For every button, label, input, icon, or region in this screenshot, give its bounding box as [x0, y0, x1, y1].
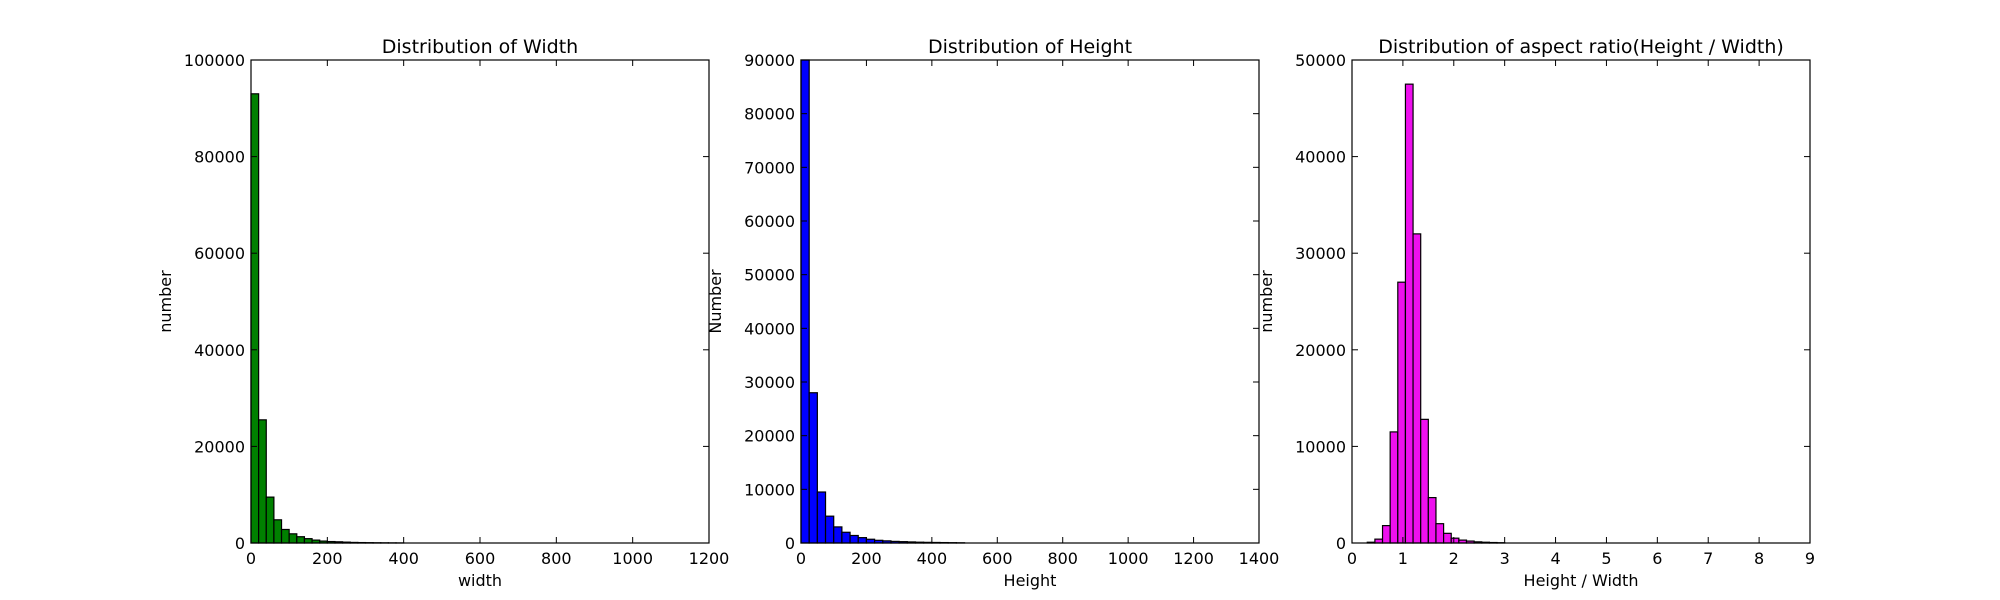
- x-tick-label: 2: [1449, 549, 1459, 568]
- y-tick-label: 40000: [1295, 148, 1346, 167]
- y-tick-label: 30000: [744, 373, 795, 392]
- histogram-bar: [833, 526, 843, 544]
- chart-title: Distribution of Height: [928, 36, 1132, 58]
- histogram-bar: [280, 528, 290, 544]
- histogram-bar: [1420, 418, 1429, 544]
- histogram-bar: [1435, 523, 1445, 544]
- x-tick-label: 1200: [689, 549, 730, 568]
- chart-3: 0 1 2 3 4 5 6 7 8 9 0 10000 20000 30000 40000 50000 Dist…: [1257, 36, 1815, 590]
- x-tick-label: 800: [541, 549, 572, 568]
- y-tick-label: 10000: [1295, 437, 1346, 456]
- x-tick-label: 400: [388, 549, 419, 568]
- y-tick-label: 30000: [1295, 244, 1346, 263]
- histogram-bar: [1412, 233, 1422, 544]
- y-tick-label: 40000: [194, 341, 245, 360]
- x-tick-label: 600: [465, 549, 496, 568]
- histogram-bar: [1381, 525, 1391, 544]
- y-tick-label: 60000: [194, 244, 245, 263]
- y-tick-label: 20000: [194, 437, 245, 456]
- x-tick-label: 0: [246, 549, 256, 568]
- x-tick-label: 200: [851, 549, 882, 568]
- x-axis-label: Height: [1004, 571, 1057, 590]
- plot-frame: [1351, 59, 1811, 544]
- y-tick-label: 40000: [744, 319, 795, 338]
- plot-frame: [800, 59, 1260, 544]
- y-axis-label: number: [1257, 270, 1276, 333]
- x-tick-label: 1200: [1173, 549, 1214, 568]
- histogram-bar: [1450, 537, 1460, 544]
- x-tick-label: 800: [1047, 549, 1078, 568]
- histogram-bar: [849, 534, 859, 544]
- x-tick-label: 1: [1398, 549, 1408, 568]
- x-tick-label: 4: [1550, 549, 1560, 568]
- x-tick-label: 8: [1754, 549, 1764, 568]
- y-tick-label: 50000: [744, 266, 795, 285]
- x-tick-label: 1400: [1239, 549, 1280, 568]
- y-axis-label: number: [156, 270, 175, 333]
- chart-title: Distribution of aspect ratio(Height / Wi…: [1378, 36, 1784, 58]
- histogram-bar: [250, 93, 260, 544]
- histogram-bar: [808, 392, 818, 544]
- x-tick-label: 6: [1652, 549, 1662, 568]
- histogram-bar: [296, 536, 306, 544]
- histogram-bar: [841, 531, 851, 544]
- x-tick-label: 0: [796, 549, 806, 568]
- x-tick-label: 200: [312, 549, 343, 568]
- y-axis-label: Number: [706, 269, 725, 334]
- x-tick-label: 0: [1347, 549, 1357, 568]
- histogram-bar: [857, 537, 868, 544]
- y-tick-label: 0: [785, 534, 795, 553]
- histogram-bar: [824, 515, 835, 544]
- histogram-bar: [273, 519, 283, 544]
- chart-title: Distribution of Width: [382, 36, 578, 58]
- x-tick-label: 1000: [612, 549, 653, 568]
- x-tick-label: 9: [1805, 549, 1815, 568]
- chart-1: 0 200 400 600 800 1000 1200 0 20000 40000 60000 800…: [156, 36, 729, 590]
- y-tick-label: 90000: [744, 51, 795, 70]
- histogram-bar: [1442, 532, 1452, 544]
- y-tick-label: 70000: [744, 158, 795, 177]
- histogram-bar: [303, 538, 313, 544]
- x-tick-label: 1000: [1108, 549, 1149, 568]
- x-tick-label: 3: [1500, 549, 1510, 568]
- histogram-bar: [1389, 431, 1399, 544]
- y-tick-label: 10000: [744, 480, 795, 499]
- y-tick-label: 0: [1336, 534, 1346, 553]
- histogram-bar: [1427, 496, 1437, 544]
- histogram-bar: [816, 491, 827, 544]
- y-tick-label: 0: [235, 534, 245, 553]
- histogram-bar: [288, 533, 298, 544]
- x-tick-label: 5: [1601, 549, 1611, 568]
- histogram-bar: [1397, 281, 1407, 544]
- y-tick-label: 80000: [194, 148, 245, 167]
- x-tick-label: 7: [1703, 549, 1713, 568]
- chart-2: 0 200 400 600 800 1000 1200 1400 0 10000 20000 3000…: [706, 36, 1279, 590]
- histogram-bar: [1404, 83, 1414, 544]
- x-tick-label: 600: [982, 549, 1013, 568]
- histogram-bar: [800, 59, 810, 544]
- x-axis-label: width: [458, 571, 502, 590]
- y-tick-label: 20000: [744, 427, 795, 446]
- y-tick-label: 50000: [1295, 51, 1346, 70]
- histogram-bar: [258, 419, 267, 544]
- y-tick-label: 60000: [744, 212, 795, 231]
- y-tick-label: 100000: [184, 51, 245, 70]
- histogram-bar: [265, 496, 275, 544]
- x-tick-label: 400: [917, 549, 948, 568]
- x-axis-label: Height / Width: [1524, 571, 1639, 590]
- y-tick-label: 80000: [744, 105, 795, 124]
- y-tick-label: 20000: [1295, 341, 1346, 360]
